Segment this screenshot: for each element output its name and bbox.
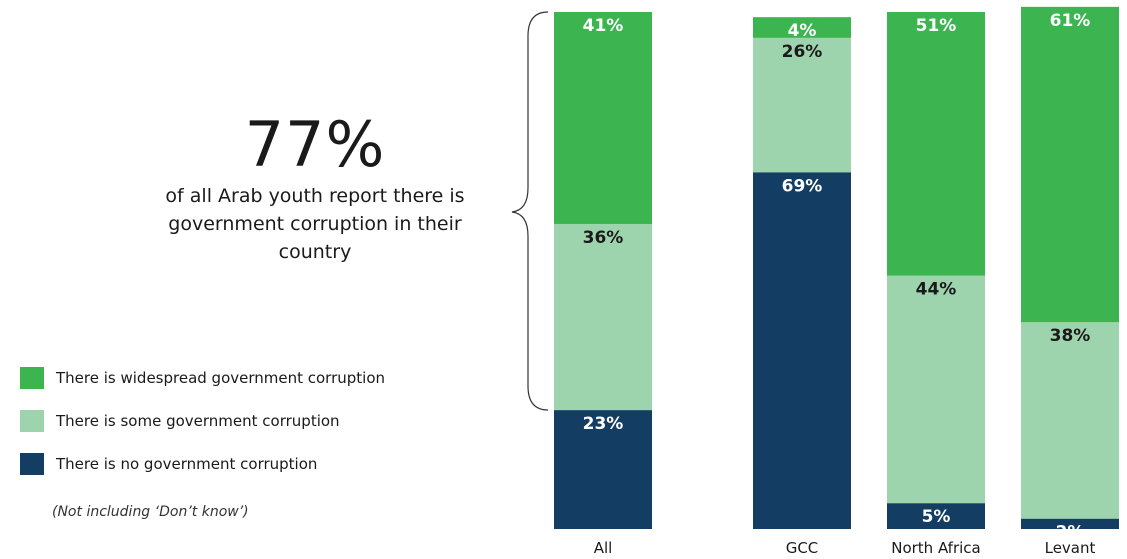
data-label-levant-there-is-widespread-government-corruption: 61% — [1050, 11, 1091, 31]
bar-north-africa-there-is-widespread-government-corruption — [887, 12, 985, 276]
legend-swatch-none — [20, 453, 44, 475]
bar-all-there-is-widespread-government-corruption — [554, 12, 652, 224]
category-label-gcc: GCC — [786, 539, 819, 557]
legend-item-widespread: There is widespread government corruptio… — [20, 366, 385, 390]
brace — [511, 11, 549, 411]
headline-value: 77% — [244, 108, 386, 181]
legend-swatch-some — [20, 410, 44, 432]
footnote: (Not including ‘Don’t know’) — [52, 504, 249, 520]
bar-gcc-there-is-no-government-corruption — [753, 172, 851, 529]
legend-label-widespread: There is widespread government corruptio… — [56, 369, 386, 387]
bar-north-africa-there-is-some-government-corruption — [887, 275, 985, 504]
data-label-all-there-is-some-government-corruption: 36% — [583, 228, 624, 248]
legend-item-some: There is some government corruption — [20, 409, 385, 433]
headline-text: of all Arab youth report there is govern… — [165, 185, 465, 263]
data-label-gcc-there-is-some-government-corruption: 26% — [782, 42, 823, 62]
headline: 77% of all Arab youth report there is go… — [150, 110, 480, 266]
data-label-north-africa-there-is-some-government-corruption: 44% — [916, 280, 957, 300]
data-label-gcc-there-is-no-government-corruption: 69% — [782, 176, 823, 196]
category-label-north-africa: North Africa — [891, 539, 981, 557]
legend-label-none: There is no government corruption — [56, 455, 318, 473]
data-label-levant-there-is-some-government-corruption: 38% — [1050, 326, 1091, 346]
category-label-all: All — [594, 539, 613, 557]
data-label-north-africa-there-is-no-government-corruption: 5% — [922, 507, 951, 527]
bars-group: 23% 36% 41% All 69% 26%4% GCC 5% 44% 51% North Afr… — [554, 6, 1119, 557]
legend-item-none: There is no government corruption — [20, 452, 385, 476]
legend-swatch-widespread — [20, 367, 44, 389]
data-label-levant-there-is-no-government-corruption: 2% — [1056, 523, 1085, 543]
bar-levant-there-is-widespread-government-corruption — [1021, 6, 1119, 323]
data-label-gcc-there-is-widespread-government-corruption: 4% — [788, 21, 817, 41]
bar-all-there-is-no-government-corruption — [554, 410, 652, 529]
data-label-north-africa-there-is-widespread-government-corruption: 51% — [916, 16, 957, 36]
category-label-levant: Levant — [1045, 539, 1096, 557]
bar-all-there-is-some-government-corruption — [554, 223, 652, 411]
bar-gcc-there-is-some-government-corruption — [753, 37, 851, 173]
bar-north-africa-there-is-no-government-corruption — [887, 503, 985, 529]
bar-gcc-there-is-widespread-government-corruption — [753, 17, 851, 38]
data-label-all-there-is-widespread-government-corruption: 41% — [583, 16, 624, 36]
legend-label-some: There is some government corruption — [56, 412, 340, 430]
bar-levant-there-is-some-government-corruption — [1021, 322, 1119, 519]
legend: There is widespread government corruptio… — [20, 366, 385, 495]
data-label-all-there-is-no-government-corruption: 23% — [583, 414, 624, 434]
bar-levant-there-is-no-government-corruption — [1021, 518, 1119, 529]
